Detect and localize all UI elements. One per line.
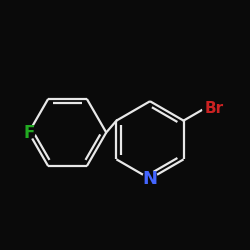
Text: N: N	[142, 170, 158, 188]
Circle shape	[142, 171, 158, 186]
Text: Br: Br	[204, 100, 224, 116]
Circle shape	[203, 97, 225, 120]
Circle shape	[22, 126, 35, 139]
Text: F: F	[23, 124, 34, 142]
